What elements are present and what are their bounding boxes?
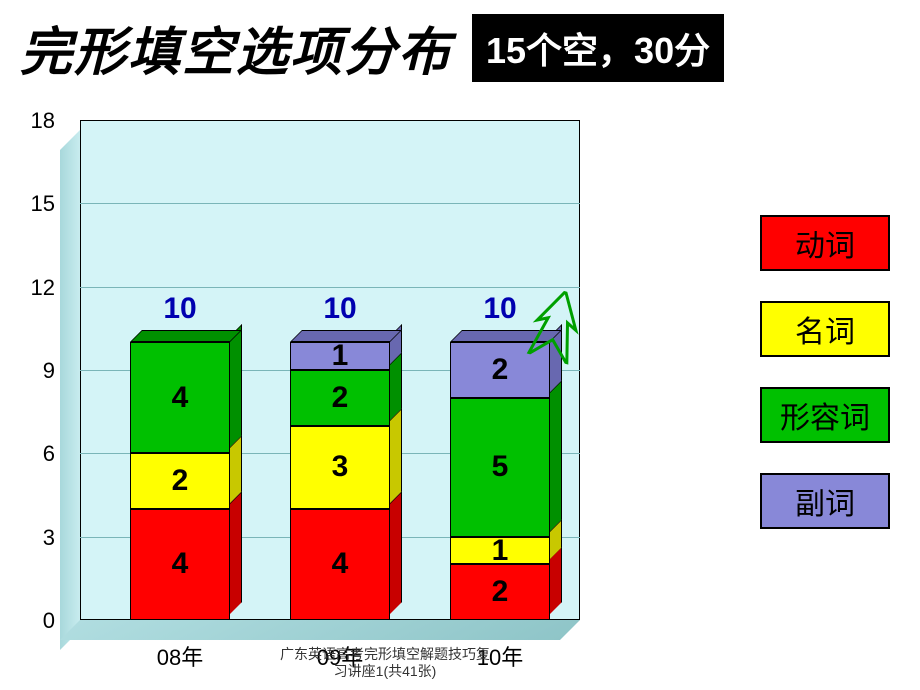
bar-segment: 4 — [290, 509, 390, 620]
y-tick-label: 0 — [20, 608, 55, 634]
legend-item: 动词 — [760, 215, 890, 271]
bar-segment: 1 — [290, 342, 390, 370]
y-tick-label: 6 — [20, 441, 55, 467]
bar-segment: 2 — [130, 453, 230, 509]
header: 完形填空选项分布 15个空，30分 — [0, 0, 920, 90]
bar-segment: 4 — [130, 342, 230, 453]
bar-segment-side — [390, 491, 402, 614]
bar-segment-side — [230, 491, 242, 614]
bar-segment: 1 — [450, 537, 550, 565]
bar-top — [130, 330, 242, 342]
bar-segment: 2 — [290, 370, 390, 426]
page-title: 完形填空选项分布 — [20, 10, 452, 85]
y-tick-label: 3 — [20, 525, 55, 551]
y-tick-label: 12 — [20, 275, 55, 301]
bar-segment: 4 — [130, 509, 230, 620]
bar-total-label: 10 — [130, 292, 230, 326]
legend-item: 名词 — [760, 301, 890, 357]
bar-segment: 5 — [450, 398, 550, 537]
legend-item: 副词 — [760, 473, 890, 529]
bar-total-label: 10 — [290, 292, 390, 326]
bar-segment-side — [390, 408, 402, 503]
gridline — [80, 287, 580, 288]
chart-floor — [60, 620, 580, 640]
y-tick-label: 9 — [20, 358, 55, 384]
chart-side-wall — [60, 130, 80, 650]
bar-segment-side — [230, 324, 242, 447]
subtitle-badge: 15个空，30分 — [472, 14, 724, 82]
y-tick-label: 18 — [20, 108, 55, 134]
legend-item: 形容词 — [760, 387, 890, 443]
bar-top — [290, 330, 402, 342]
bar-segment-side — [550, 380, 562, 531]
legend: 动词名词形容词副词 — [760, 215, 890, 529]
bar-segment: 3 — [290, 426, 390, 509]
chart: 0369121518 42410432110215210 08年09年10年 — [20, 100, 580, 660]
bar-segment: 2 — [450, 564, 550, 620]
footer-text: 广东英语高考完形填空解题技巧复习讲座1(共41张) — [280, 646, 490, 680]
gridline — [80, 203, 580, 204]
x-tick-label: 08年 — [120, 640, 240, 672]
y-tick-label: 15 — [20, 191, 55, 217]
